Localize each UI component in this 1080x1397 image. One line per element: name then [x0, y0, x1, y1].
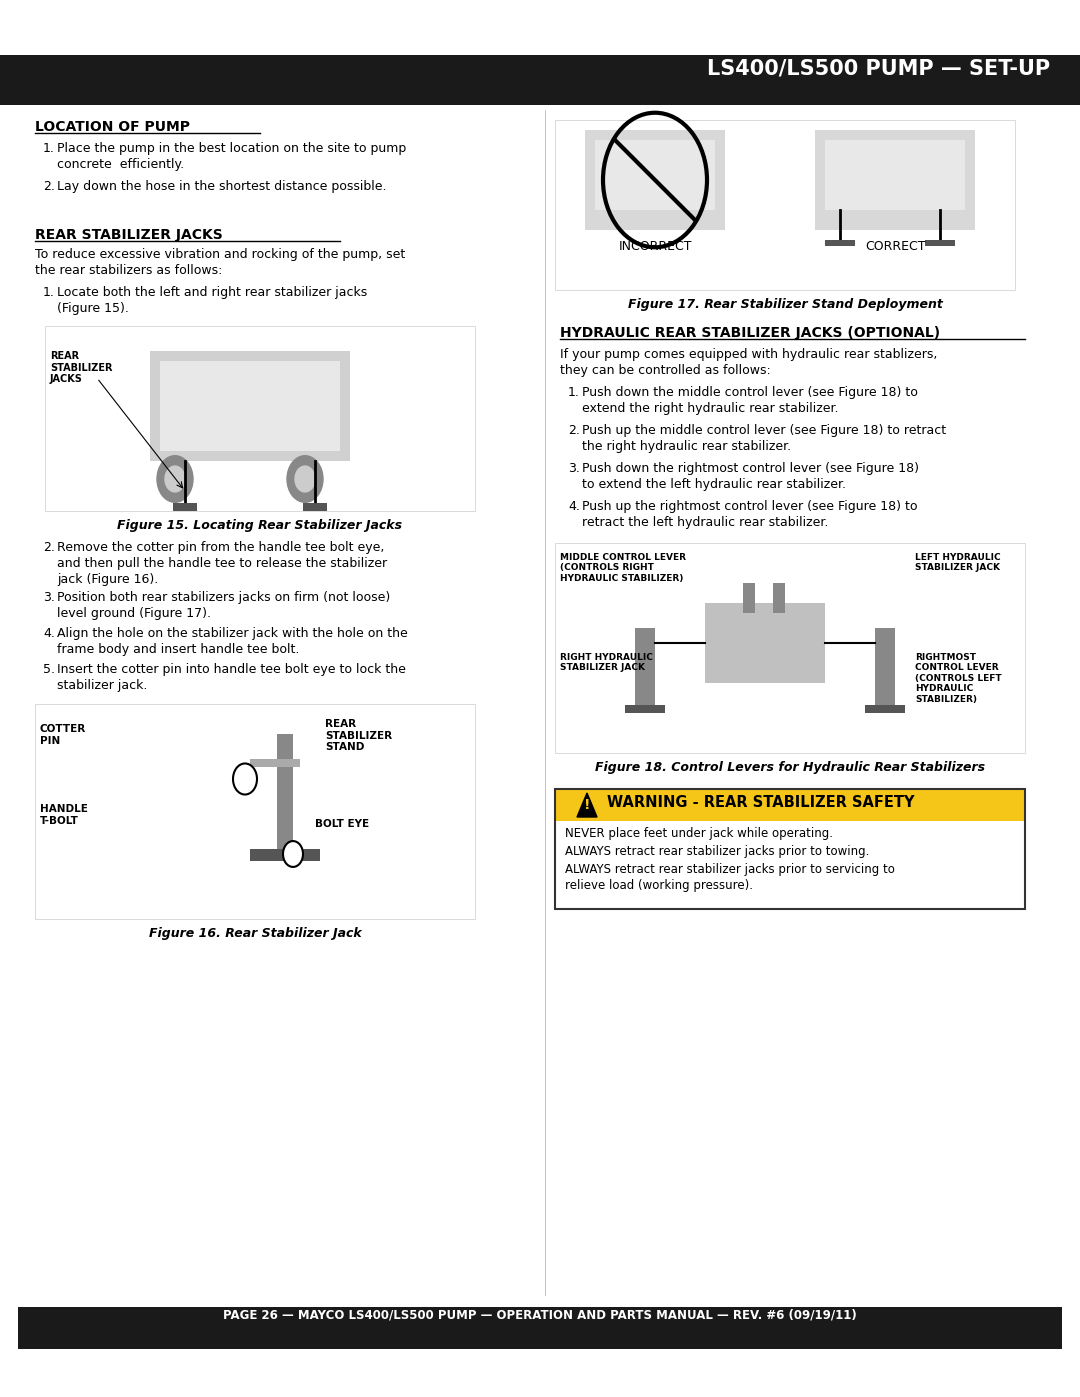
Text: RIGHTMOST
CONTROL LEVER
(CONTROLS LEFT
HYDRAULIC
STABILIZER): RIGHTMOST CONTROL LEVER (CONTROLS LEFT H…	[915, 652, 1001, 704]
Text: ALWAYS retract rear stabilizer jacks prior to servicing to
relieve load (working: ALWAYS retract rear stabilizer jacks pri…	[565, 863, 895, 893]
Text: Push up the middle control lever (see Figure 18) to retract
the right hydraulic : Push up the middle control lever (see Fi…	[582, 425, 946, 453]
FancyBboxPatch shape	[865, 705, 905, 712]
Text: Figure 16. Rear Stabilizer Jack: Figure 16. Rear Stabilizer Jack	[149, 928, 362, 940]
Text: ALWAYS retract rear stabilizer jacks prior to towing.: ALWAYS retract rear stabilizer jacks pri…	[565, 845, 869, 858]
Text: HANDLE
T-BOLT: HANDLE T-BOLT	[40, 805, 87, 826]
FancyBboxPatch shape	[555, 821, 1025, 909]
FancyBboxPatch shape	[705, 604, 825, 683]
FancyBboxPatch shape	[0, 54, 1080, 105]
Text: Lay down the hose in the shortest distance possible.: Lay down the hose in the shortest distan…	[57, 180, 387, 193]
Text: 2.: 2.	[568, 425, 580, 437]
Text: 2.: 2.	[43, 541, 55, 555]
Text: 5.: 5.	[43, 664, 55, 676]
Circle shape	[283, 841, 303, 868]
Text: 1.: 1.	[568, 386, 580, 400]
Text: MIDDLE CONTROL LEVER
(CONTROLS RIGHT
HYDRAULIC STABILIZER): MIDDLE CONTROL LEVER (CONTROLS RIGHT HYD…	[561, 553, 686, 583]
Text: 4.: 4.	[568, 500, 580, 513]
Text: HYDRAULIC REAR STABILIZER JACKS (OPTIONAL): HYDRAULIC REAR STABILIZER JACKS (OPTIONA…	[561, 326, 940, 339]
FancyBboxPatch shape	[875, 629, 895, 708]
Text: LEFT HYDRAULIC
STABILIZER JACK: LEFT HYDRAULIC STABILIZER JACK	[915, 553, 1001, 573]
Text: Figure 18. Control Levers for Hydraulic Rear Stabilizers: Figure 18. Control Levers for Hydraulic …	[595, 761, 985, 774]
Text: REAR STABILIZER JACKS: REAR STABILIZER JACKS	[35, 228, 222, 242]
Text: Push down the middle control lever (see Figure 18) to
extend the right hydraulic: Push down the middle control lever (see …	[582, 386, 918, 415]
Circle shape	[165, 467, 185, 492]
Text: Align the hole on the stabilizer jack with the hole on the
frame body and insert: Align the hole on the stabilizer jack wi…	[57, 627, 408, 657]
Text: REAR
STABILIZER
STAND: REAR STABILIZER STAND	[325, 719, 392, 752]
FancyBboxPatch shape	[555, 543, 1025, 753]
FancyBboxPatch shape	[773, 583, 785, 613]
Text: LS400/LS500 PUMP — SET-UP: LS400/LS500 PUMP — SET-UP	[707, 59, 1050, 78]
Text: PAGE 26 — MAYCO LS400/LS500 PUMP — OPERATION AND PARTS MANUAL — REV. #6 (09/19/1: PAGE 26 — MAYCO LS400/LS500 PUMP — OPERA…	[224, 1309, 856, 1322]
FancyBboxPatch shape	[249, 759, 300, 767]
FancyBboxPatch shape	[625, 705, 665, 712]
Text: 4.: 4.	[43, 627, 55, 640]
FancyBboxPatch shape	[555, 120, 1015, 291]
FancyBboxPatch shape	[249, 849, 320, 861]
Text: Figure 15. Locating Rear Stabilizer Jacks: Figure 15. Locating Rear Stabilizer Jack…	[118, 520, 403, 532]
Circle shape	[287, 455, 323, 503]
Text: COTTER
PIN: COTTER PIN	[40, 724, 86, 746]
Text: Push up the rightmost control lever (see Figure 18) to
retract the left hydrauli: Push up the rightmost control lever (see…	[582, 500, 918, 529]
Text: RIGHT HYDRAULIC
STABILIZER JACK: RIGHT HYDRAULIC STABILIZER JACK	[561, 652, 653, 672]
Text: 1.: 1.	[43, 286, 55, 299]
Text: Place the pump in the best location on the site to pump
concrete  efficiently.: Place the pump in the best location on t…	[57, 142, 406, 170]
Text: Position both rear stabilizers jacks on firm (not loose)
level ground (Figure 17: Position both rear stabilizers jacks on …	[57, 591, 390, 620]
Text: CORRECT: CORRECT	[865, 240, 926, 253]
Text: Insert the cotter pin into handle tee bolt eye to lock the
stabilizer jack.: Insert the cotter pin into handle tee bo…	[57, 664, 406, 692]
Text: LOCATION OF PUMP: LOCATION OF PUMP	[35, 120, 190, 134]
Text: NEVER place feet under jack while operating.: NEVER place feet under jack while operat…	[565, 827, 833, 840]
Text: 1.: 1.	[43, 142, 55, 155]
FancyBboxPatch shape	[150, 351, 350, 461]
FancyBboxPatch shape	[924, 240, 955, 246]
FancyBboxPatch shape	[45, 326, 475, 511]
Text: WARNING - REAR STABILIZER SAFETY: WARNING - REAR STABILIZER SAFETY	[607, 795, 915, 810]
FancyBboxPatch shape	[585, 130, 725, 231]
Text: 3.: 3.	[43, 591, 55, 604]
Circle shape	[233, 764, 257, 795]
FancyBboxPatch shape	[815, 130, 975, 231]
FancyBboxPatch shape	[303, 503, 327, 511]
Text: If your pump comes equipped with hydraulic rear stablizers,
they can be controll: If your pump comes equipped with hydraul…	[561, 348, 937, 377]
Text: BOLT EYE: BOLT EYE	[315, 819, 369, 828]
FancyBboxPatch shape	[555, 789, 1025, 821]
FancyBboxPatch shape	[160, 360, 340, 451]
Text: To reduce excessive vibration and rocking of the pump, set
the rear stabilizers : To reduce excessive vibration and rockin…	[35, 249, 405, 277]
Polygon shape	[577, 793, 597, 817]
Text: 3.: 3.	[568, 462, 580, 475]
Text: Push down the rightmost control lever (see Figure 18)
to extend the left hydraul: Push down the rightmost control lever (s…	[582, 462, 919, 490]
Text: 2.: 2.	[43, 180, 55, 193]
Text: Remove the cotter pin from the handle tee bolt eye,
and then pull the handle tee: Remove the cotter pin from the handle te…	[57, 541, 387, 585]
Circle shape	[295, 467, 315, 492]
FancyBboxPatch shape	[635, 629, 654, 708]
Text: !: !	[584, 798, 591, 812]
FancyBboxPatch shape	[276, 733, 293, 854]
Text: REAR
STABILIZER
JACKS: REAR STABILIZER JACKS	[50, 351, 112, 384]
Text: Figure 17. Rear Stabilizer Stand Deployment: Figure 17. Rear Stabilizer Stand Deploym…	[627, 298, 943, 312]
Circle shape	[157, 455, 193, 503]
FancyBboxPatch shape	[825, 140, 966, 210]
FancyBboxPatch shape	[595, 140, 715, 210]
Text: Locate both the left and right rear stabilizer jacks
(Figure 15).: Locate both the left and right rear stab…	[57, 286, 367, 314]
FancyBboxPatch shape	[18, 1308, 1062, 1350]
FancyBboxPatch shape	[825, 240, 855, 246]
FancyBboxPatch shape	[173, 503, 197, 511]
Text: INCORRECT: INCORRECT	[618, 240, 692, 253]
FancyBboxPatch shape	[743, 583, 755, 613]
FancyBboxPatch shape	[35, 704, 475, 919]
